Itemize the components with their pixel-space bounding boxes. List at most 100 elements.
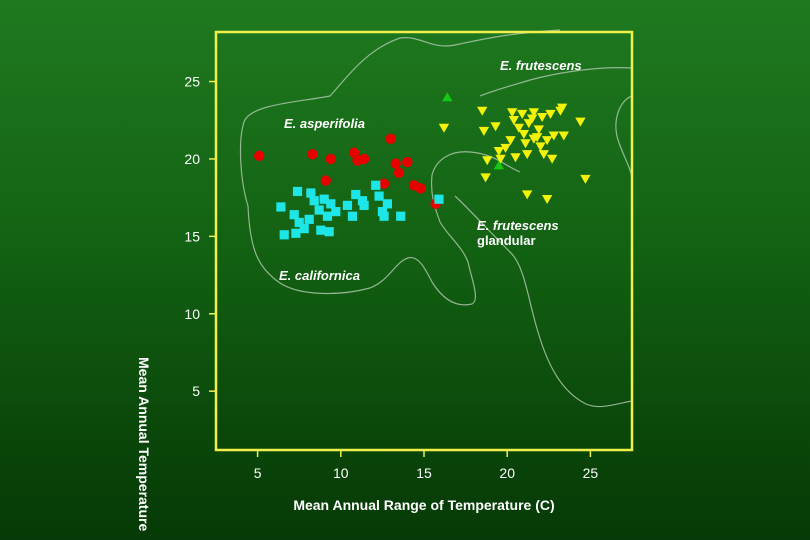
plot-frame [214, 30, 634, 452]
data-point [520, 139, 531, 149]
data-point [490, 122, 501, 132]
data-point [385, 133, 396, 145]
data-point [299, 224, 309, 234]
contour-lower-left-region [239, 121, 521, 306]
data-point [493, 147, 505, 157]
axis-ticks: 5 10 15 20 25 5 10 15 20 25 [184, 74, 598, 481]
data-point [279, 230, 289, 240]
data-point [556, 103, 568, 113]
data-point [294, 217, 304, 228]
contour-asperifolia-region [243, 29, 561, 123]
data-point [477, 106, 488, 116]
data-point [508, 116, 520, 126]
data-point [324, 227, 334, 237]
data-point [510, 153, 521, 163]
data-point [390, 158, 401, 169]
label-e-californica: E. californica [279, 268, 360, 283]
contour-frutescens-region [479, 67, 633, 97]
series-e-asperifolia [254, 133, 441, 210]
data-point [309, 196, 319, 206]
data-point [513, 123, 525, 133]
data-point [480, 173, 491, 183]
data-point [276, 202, 286, 212]
data-point [342, 200, 353, 210]
data-points [254, 92, 591, 240]
data-point [506, 108, 518, 118]
data-point [292, 186, 303, 197]
data-point [434, 194, 444, 204]
data-point [541, 195, 553, 204]
series-e-frutescens-glandular [442, 92, 505, 170]
data-point [289, 210, 299, 220]
series-e-californica [276, 180, 444, 240]
y-axis-title: Mean Annual Temperature [136, 357, 152, 531]
x-tick-label: 15 [416, 465, 432, 481]
x-tick-label: 20 [499, 465, 515, 481]
data-point [347, 211, 358, 221]
y-tick-label: 5 [192, 383, 200, 399]
data-point [379, 211, 389, 221]
data-point [442, 92, 453, 102]
data-point [495, 154, 506, 164]
y-tick-label: 10 [184, 306, 200, 322]
data-point [402, 156, 413, 168]
data-point [505, 136, 516, 146]
data-point [516, 109, 528, 119]
data-point [322, 211, 333, 221]
data-point [371, 180, 381, 190]
data-point [320, 175, 332, 186]
data-point [357, 196, 368, 206]
series-e-frutescens [438, 103, 591, 204]
data-point [535, 142, 546, 152]
data-point [538, 150, 550, 160]
data-point [415, 183, 426, 194]
x-tick-label: 25 [583, 465, 599, 481]
data-point [306, 188, 316, 198]
x-tick-label: 10 [333, 465, 349, 481]
data-point [377, 206, 387, 217]
data-point [393, 167, 405, 179]
data-point [396, 211, 406, 221]
y-tick-label: 20 [184, 151, 200, 167]
data-point [351, 189, 361, 200]
data-point [358, 153, 370, 165]
data-point [546, 154, 558, 164]
data-point [319, 194, 329, 204]
data-point [331, 206, 341, 217]
label-e-frutescens: E. frutescens [500, 58, 582, 73]
data-point [558, 131, 569, 141]
data-point [521, 190, 533, 200]
contour-bottom-right-region [454, 195, 633, 408]
data-point [326, 199, 336, 209]
data-point [580, 174, 591, 184]
data-point [545, 109, 556, 119]
data-point [316, 225, 326, 235]
data-point [478, 126, 490, 136]
data-point [528, 108, 540, 118]
y-tick-label: 15 [184, 228, 200, 244]
data-point [541, 136, 553, 146]
data-point [575, 117, 586, 127]
data-point [548, 131, 559, 141]
data-point [500, 143, 511, 153]
label-e-frutescens-glandular: E. frutescens [477, 218, 559, 233]
x-tick-label: 5 [254, 465, 262, 481]
data-point [374, 191, 384, 201]
data-point [528, 134, 540, 144]
data-point [382, 199, 392, 209]
data-point [254, 150, 265, 162]
data-point [536, 112, 548, 122]
data-point [533, 125, 545, 135]
label-glandular: glandular [477, 233, 536, 248]
data-point [482, 156, 493, 166]
data-point [526, 114, 538, 124]
data-point [493, 160, 505, 170]
data-point [518, 129, 530, 139]
data-point [325, 153, 337, 165]
data-point [314, 205, 324, 215]
data-point [438, 123, 450, 133]
x-axis-title: Mean Annual Range of Temperature (C) [293, 497, 554, 513]
contour-right-lower-region [615, 95, 633, 181]
data-point [378, 178, 390, 189]
data-point [307, 149, 318, 160]
